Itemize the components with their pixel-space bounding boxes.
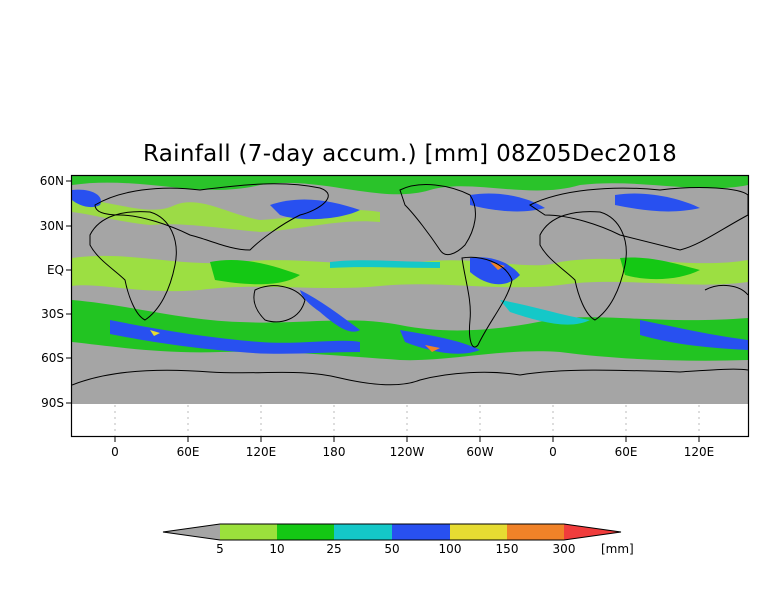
colorbar-label-150: 150 [495, 542, 519, 556]
australia-outline-2 [704, 284, 748, 296]
lat-label-90s: 90S [41, 396, 64, 410]
sh-heavy-2 [150, 330, 160, 336]
sh-pacific-core [400, 330, 480, 354]
map-border [70, 174, 750, 438]
lon-label-0: 0 [111, 445, 119, 459]
eurasia-outline [94, 183, 329, 251]
lat-label-30n: 30N [39, 219, 64, 233]
lat-ticks [66, 180, 71, 404]
itcz-pacific [330, 260, 440, 268]
colorbar-bin-10-25 [277, 524, 334, 540]
precip-field [72, 176, 748, 404]
sh-indian-core [110, 320, 360, 354]
lon-label-120e-repeat: 120E [683, 445, 715, 459]
eurasia-outline-2 [529, 187, 748, 251]
lon-label-60e: 60E [176, 445, 200, 459]
grid-lines [114, 405, 700, 436]
colorbar-unit: [mm] [601, 542, 634, 556]
spcz-core [300, 290, 360, 332]
lat-label-60n: 60N [39, 174, 64, 188]
africa-outline-2 [539, 211, 627, 321]
itcz-east [620, 257, 700, 280]
maritime-continent [210, 259, 300, 285]
colorbar-right-arrow [564, 524, 621, 540]
colorbar-label-300: 300 [552, 542, 576, 556]
lon-label-0-repeat: 0 [549, 445, 557, 459]
lon-label-180: 180 [322, 445, 346, 459]
colorbar-label-5: 5 [216, 542, 224, 556]
nh-midlat-band [72, 198, 380, 232]
lon-label-60w: 60W [466, 445, 494, 459]
colorbar-label-100: 100 [438, 542, 462, 556]
nh-atlantic-core [470, 193, 545, 212]
colorbar-bin-5-10 [220, 524, 277, 540]
sh-atlantic-core [500, 300, 590, 325]
lon-ticks [114, 437, 700, 442]
map-title: Rainfall (7-day accum.) [mm] 08Z05Dec201… [143, 141, 677, 167]
colorbar-label-10: 10 [269, 542, 285, 556]
colorbar-bin-50-100 [392, 524, 450, 540]
amazon-core [470, 257, 520, 285]
lat-label-eq: EQ [46, 263, 64, 277]
lat-label-30s: 30S [41, 307, 64, 321]
nh-west-core [72, 189, 101, 208]
amazon-heavy [490, 262, 505, 270]
lon-label-120e: 120E [245, 445, 277, 459]
nh-rain-band [72, 176, 748, 195]
colorbar-bin-100-150 [450, 524, 507, 540]
sh-heavy-1 [425, 345, 440, 352]
lon-label-60e-repeat: 60E [614, 445, 638, 459]
colorbar-bin-150-300 [507, 524, 564, 540]
australia-outline [253, 285, 306, 323]
nh-atlantic-core-2 [615, 193, 700, 212]
colorbar-bin-25-50 [334, 524, 392, 540]
south-america-outline [461, 256, 513, 348]
lon-label-120w: 120W [389, 445, 425, 459]
colorbar-left-arrow [163, 524, 220, 540]
africa-outline [89, 211, 177, 321]
antarctica-outline [72, 368, 748, 386]
polar-blank [72, 404, 748, 437]
north-america-outline [399, 184, 476, 256]
colorbar [162, 523, 622, 541]
coastlines [72, 183, 748, 386]
colorbar-label-50: 50 [384, 542, 400, 556]
sh-indian-core-2 [640, 320, 748, 350]
lat-label-60s: 60S [41, 351, 64, 365]
colorbar-outline [162, 523, 622, 541]
colorbar-label-25: 25 [326, 542, 342, 556]
